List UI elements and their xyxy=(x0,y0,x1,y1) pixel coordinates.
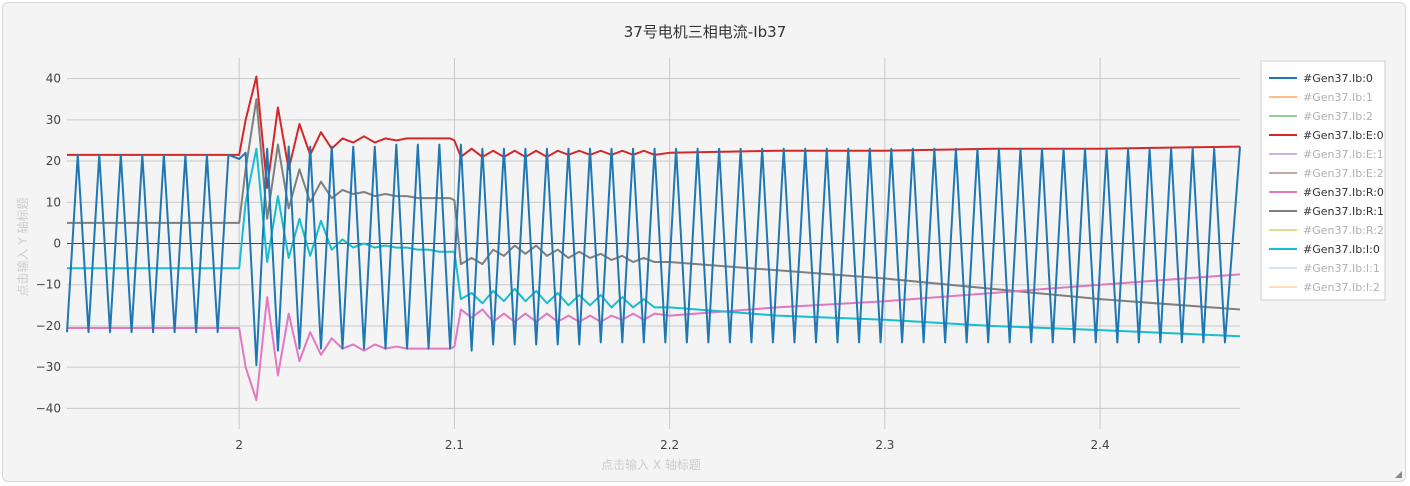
y-tick-label: 30 xyxy=(46,113,61,127)
legend-item[interactable]: #Gen37.Ib:E:2 xyxy=(1269,167,1384,180)
legend-label: #Gen37.Ib:E:1 xyxy=(1303,148,1384,161)
y-tick-label: 40 xyxy=(46,72,61,86)
legend-label: #Gen37.Ib:I:0 xyxy=(1303,243,1380,256)
legend: #Gen37.Ib:0 #Gen37.Ib:1 #Gen37.Ib:2 #Gen37.… xyxy=(1260,60,1386,301)
legend-label: #Gen37.Ib:2 xyxy=(1303,110,1373,123)
x-tick-label: 2.1 xyxy=(445,438,464,452)
legend-item[interactable]: #Gen37.Ib:1 xyxy=(1269,91,1373,104)
line-chart: 37号电机三相电流-Ib37 2 2.1 2.2 2.3 2.4 40 30 20 10 0 −1… xyxy=(15,23,1386,472)
legend-label: #Gen37.Ib:R:0 xyxy=(1303,186,1384,199)
legend-label: #Gen37.Ib:R:2 xyxy=(1303,224,1384,237)
legend-label: #Gen37.Ib:0 xyxy=(1303,72,1373,85)
legend-label: #Gen37.Ib:I:2 xyxy=(1303,281,1380,294)
legend-label: #Gen37.Ib:I:1 xyxy=(1303,262,1380,275)
x-axis-title[interactable]: 点击输入 X 轴标题 xyxy=(601,457,701,472)
grid xyxy=(67,58,1240,429)
legend-item[interactable]: #Gen37.Ib:R:1 xyxy=(1269,205,1384,218)
legend-item[interactable]: #Gen37.Ib:R:0 xyxy=(1269,186,1384,199)
y-tick-label: −40 xyxy=(36,401,61,415)
y-axis-title[interactable]: 点击输入 Y 轴标题 xyxy=(15,198,30,297)
legend-item[interactable]: #Gen37.Ib:2 xyxy=(1269,110,1373,123)
y-tick-label: 0 xyxy=(53,237,61,251)
legend-item[interactable]: #Gen37.Ib:R:2 xyxy=(1269,224,1384,237)
y-tick-label: −30 xyxy=(36,360,61,374)
x-tick-label: 2.4 xyxy=(1091,438,1110,452)
legend-box xyxy=(1260,60,1386,301)
legend-item[interactable]: #Gen37.Ib:E:0 xyxy=(1269,129,1384,142)
x-tick-label: 2.2 xyxy=(660,438,679,452)
legend-item[interactable]: #Gen37.Ib:I:1 xyxy=(1269,262,1380,275)
legend-label: #Gen37.Ib:1 xyxy=(1303,91,1373,104)
legend-label: #Gen37.Ib:R:1 xyxy=(1303,205,1384,218)
legend-item[interactable]: #Gen37.Ib:E:1 xyxy=(1269,148,1384,161)
legend-label: #Gen37.Ib:E:2 xyxy=(1303,167,1384,180)
x-tick-label: 2 xyxy=(235,438,243,452)
legend-item[interactable]: #Gen37.Ib:I:0 xyxy=(1269,243,1380,256)
legend-label: #Gen37.Ib:E:0 xyxy=(1303,129,1384,142)
x-tick-label: 2.3 xyxy=(875,438,894,452)
y-axis-ticks: 40 30 20 10 0 −10 −20 −30 −40 xyxy=(36,72,61,416)
resize-handle[interactable] xyxy=(1395,471,1402,478)
series-lines xyxy=(66,75,1241,402)
series-line-0 xyxy=(66,143,1241,367)
y-tick-label: 10 xyxy=(46,195,61,209)
y-tick-label: −10 xyxy=(36,278,61,292)
legend-item[interactable]: #Gen37.Ib:0 xyxy=(1269,72,1373,85)
x-axis-ticks: 2 2.1 2.2 2.3 2.4 xyxy=(235,438,1109,452)
chart-title: 37号电机三相电流-Ib37 xyxy=(624,23,787,41)
series-line-3 xyxy=(67,75,1241,189)
series-line-6 xyxy=(67,273,1241,402)
y-tick-label: 20 xyxy=(46,154,61,168)
series-line-9 xyxy=(67,147,1241,338)
y-tick-label: −20 xyxy=(36,319,61,333)
legend-item[interactable]: #Gen37.Ib:I:2 xyxy=(1269,281,1380,294)
